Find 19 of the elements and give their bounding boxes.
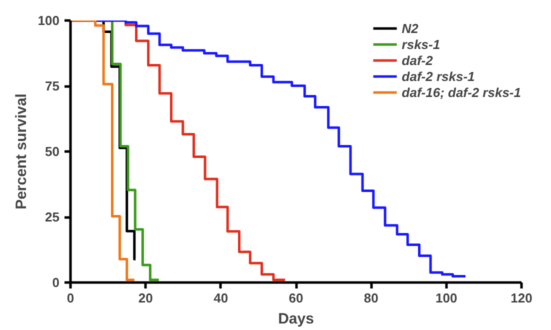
x-tick-label: 120 [510, 290, 532, 306]
x-tick-label: 20 [138, 290, 153, 306]
x-tick-label: 0 [66, 290, 74, 306]
y-axis-title: Percent survival [12, 94, 30, 210]
legend-label: N2 [402, 20, 420, 36]
x-axis-title: Days [278, 310, 314, 328]
x-tick-label: 80 [364, 290, 378, 306]
x-tick-label: 100 [435, 290, 458, 306]
y-tick-label: 100 [38, 13, 60, 28]
y-tick-label: 25 [45, 210, 60, 224]
legend-label: daf-16; daf-2 rsks-1 [402, 84, 521, 100]
y-tick-label: 50 [45, 144, 60, 159]
legend-label: daf-2 [402, 52, 433, 68]
legend-label: rsks-1 [402, 36, 440, 52]
y-tick-label: 0 [52, 275, 60, 290]
x-tick-label: 40 [214, 290, 228, 306]
legend-label: daf-2 rsks-1 [402, 68, 475, 84]
y-tick-label: 75 [45, 78, 60, 94]
x-tick-label: 60 [288, 290, 304, 306]
